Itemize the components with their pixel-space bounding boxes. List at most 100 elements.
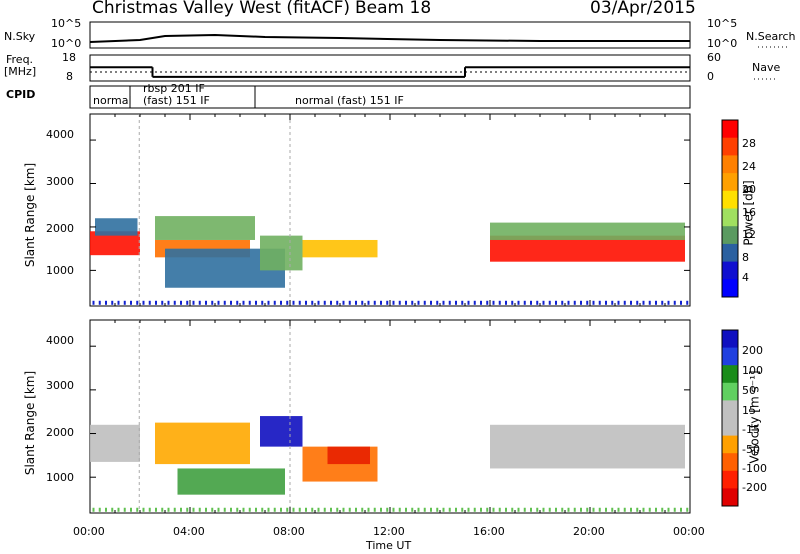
- ground-scatter-mark: [161, 300, 164, 305]
- ground-scatter-mark: [273, 300, 276, 305]
- velocity-ytick-2000: 2000: [46, 426, 74, 439]
- velocity-colorbar-segment: [722, 347, 738, 366]
- ground-scatter-mark: [617, 300, 620, 305]
- ground-scatter-mark: [286, 507, 289, 512]
- vel-cbar-tick-200: 200: [742, 344, 763, 357]
- ground-scatter-mark: [173, 507, 176, 512]
- power-colorbar-segment: [722, 243, 738, 263]
- ground-scatter-mark: [511, 300, 514, 305]
- velocity-band: [155, 422, 250, 465]
- vel-cbar-tick-15: 15: [742, 404, 756, 417]
- nsky-right-tick-top: 10^5: [707, 17, 738, 30]
- ground-scatter-mark: [505, 300, 507, 305]
- ground-scatter-mark: [636, 300, 639, 305]
- ground-scatter-mark: [111, 507, 114, 512]
- ground-scatter-mark: [548, 507, 551, 512]
- beam-label: Beam 18: [355, 0, 432, 18]
- ground-scatter-mark: [555, 507, 557, 512]
- power-colorbar-segment: [722, 120, 738, 139]
- cpid-seg-3: normal (fast) 151 IF: [295, 94, 404, 107]
- ground-scatter-mark: [623, 507, 626, 512]
- freq-label-2: [MHz]: [4, 65, 37, 78]
- velocity-colorbar-segment: [722, 418, 738, 437]
- ground-scatter-mark: [130, 507, 132, 512]
- ground-scatter-mark: [392, 507, 395, 512]
- ground-scatter-mark: [567, 507, 570, 512]
- ground-scatter-mark: [455, 507, 457, 512]
- ground-scatter-mark: [680, 507, 682, 512]
- ground-scatter-mark: [442, 507, 445, 512]
- ground-scatter-mark: [411, 507, 414, 512]
- ground-scatter-mark: [205, 507, 207, 512]
- velocity-ytick-4000: 4000: [46, 334, 74, 347]
- xtick-1600: 16:00: [473, 525, 505, 538]
- ground-scatter-mark: [480, 507, 482, 512]
- nsky-trace: [89, 33, 690, 43]
- ground-scatter-mark: [230, 300, 232, 305]
- ground-scatter-mark: [686, 300, 689, 305]
- ground-scatter-mark: [142, 300, 145, 305]
- ground-scatter-mark: [236, 507, 239, 512]
- ground-scatter-mark: [342, 507, 345, 512]
- ground-scatter-mark: [230, 507, 232, 512]
- power-band: [260, 235, 303, 271]
- ground-scatter-mark: [305, 300, 307, 305]
- nave-label: Nave: [752, 61, 781, 74]
- ground-scatter-mark: [592, 300, 595, 305]
- power-colorbar-frame: [721, 119, 739, 298]
- ground-scatter-mark: [417, 300, 420, 305]
- ground-scatter-mark: [386, 300, 389, 305]
- ground-scatter-mark: [661, 300, 664, 305]
- ground-scatter-mark: [598, 300, 601, 305]
- power-colorbar-segment: [722, 155, 738, 174]
- velocity-band: [490, 424, 685, 469]
- ground-scatter-mark: [530, 507, 532, 512]
- ground-scatter-mark: [92, 507, 95, 512]
- ground-scatter-mark: [373, 507, 376, 512]
- vel-cbar-tick-neg100: -100: [742, 462, 767, 475]
- ground-scatter-mark: [517, 300, 520, 305]
- velocity-colorbar-segment: [722, 488, 738, 507]
- power-cbar-tick-16: 16: [742, 206, 756, 219]
- ground-scatter-mark: [348, 300, 351, 305]
- nsearch-label: N.Search: [746, 30, 796, 43]
- ground-scatter-mark: [305, 507, 307, 512]
- power-ytick-2000: 2000: [46, 222, 74, 235]
- ground-scatter-mark: [423, 507, 426, 512]
- ground-scatter-mark: [617, 507, 620, 512]
- ground-scatter-mark: [142, 507, 145, 512]
- ground-scatter-mark: [98, 507, 101, 512]
- ground-scatter-mark: [648, 300, 651, 305]
- power-cbar-tick-8: 8: [742, 251, 749, 264]
- xtick-1200: 12:00: [373, 525, 405, 538]
- ground-scatter-mark: [248, 300, 251, 305]
- ground-scatter-mark: [405, 507, 407, 512]
- ground-scatter-mark: [261, 300, 264, 305]
- ground-scatter-mark: [436, 507, 439, 512]
- ground-scatter-mark: [586, 507, 589, 512]
- xtick-2400: 00:00: [673, 525, 705, 538]
- power-band: [95, 218, 138, 236]
- ground-scatter-mark: [686, 507, 689, 512]
- ground-scatter-mark: [511, 507, 514, 512]
- power-band: [155, 216, 255, 240]
- ground-scatter-mark: [448, 507, 451, 512]
- ground-scatter-mark: [148, 300, 151, 305]
- ground-scatter-mark: [292, 300, 295, 305]
- ground-scatter-mark: [280, 507, 282, 512]
- ground-scatter-mark: [267, 300, 270, 305]
- velocity-ytick-1000: 1000: [46, 471, 74, 484]
- ground-scatter-mark: [598, 507, 601, 512]
- ground-scatter-mark: [361, 300, 364, 305]
- ground-scatter-mark: [398, 507, 401, 512]
- ground-scatter-mark: [311, 300, 314, 305]
- power-colorbar-segment: [722, 208, 738, 227]
- ground-scatter-mark: [630, 300, 632, 305]
- ground-scatter-mark: [311, 507, 314, 512]
- ground-scatter-mark: [105, 507, 107, 512]
- date-label: 03/Apr/2015: [590, 0, 696, 18]
- ground-scatter-mark: [386, 507, 389, 512]
- power-cbar-tick-24: 24: [742, 160, 756, 173]
- ground-scatter-mark: [111, 300, 114, 305]
